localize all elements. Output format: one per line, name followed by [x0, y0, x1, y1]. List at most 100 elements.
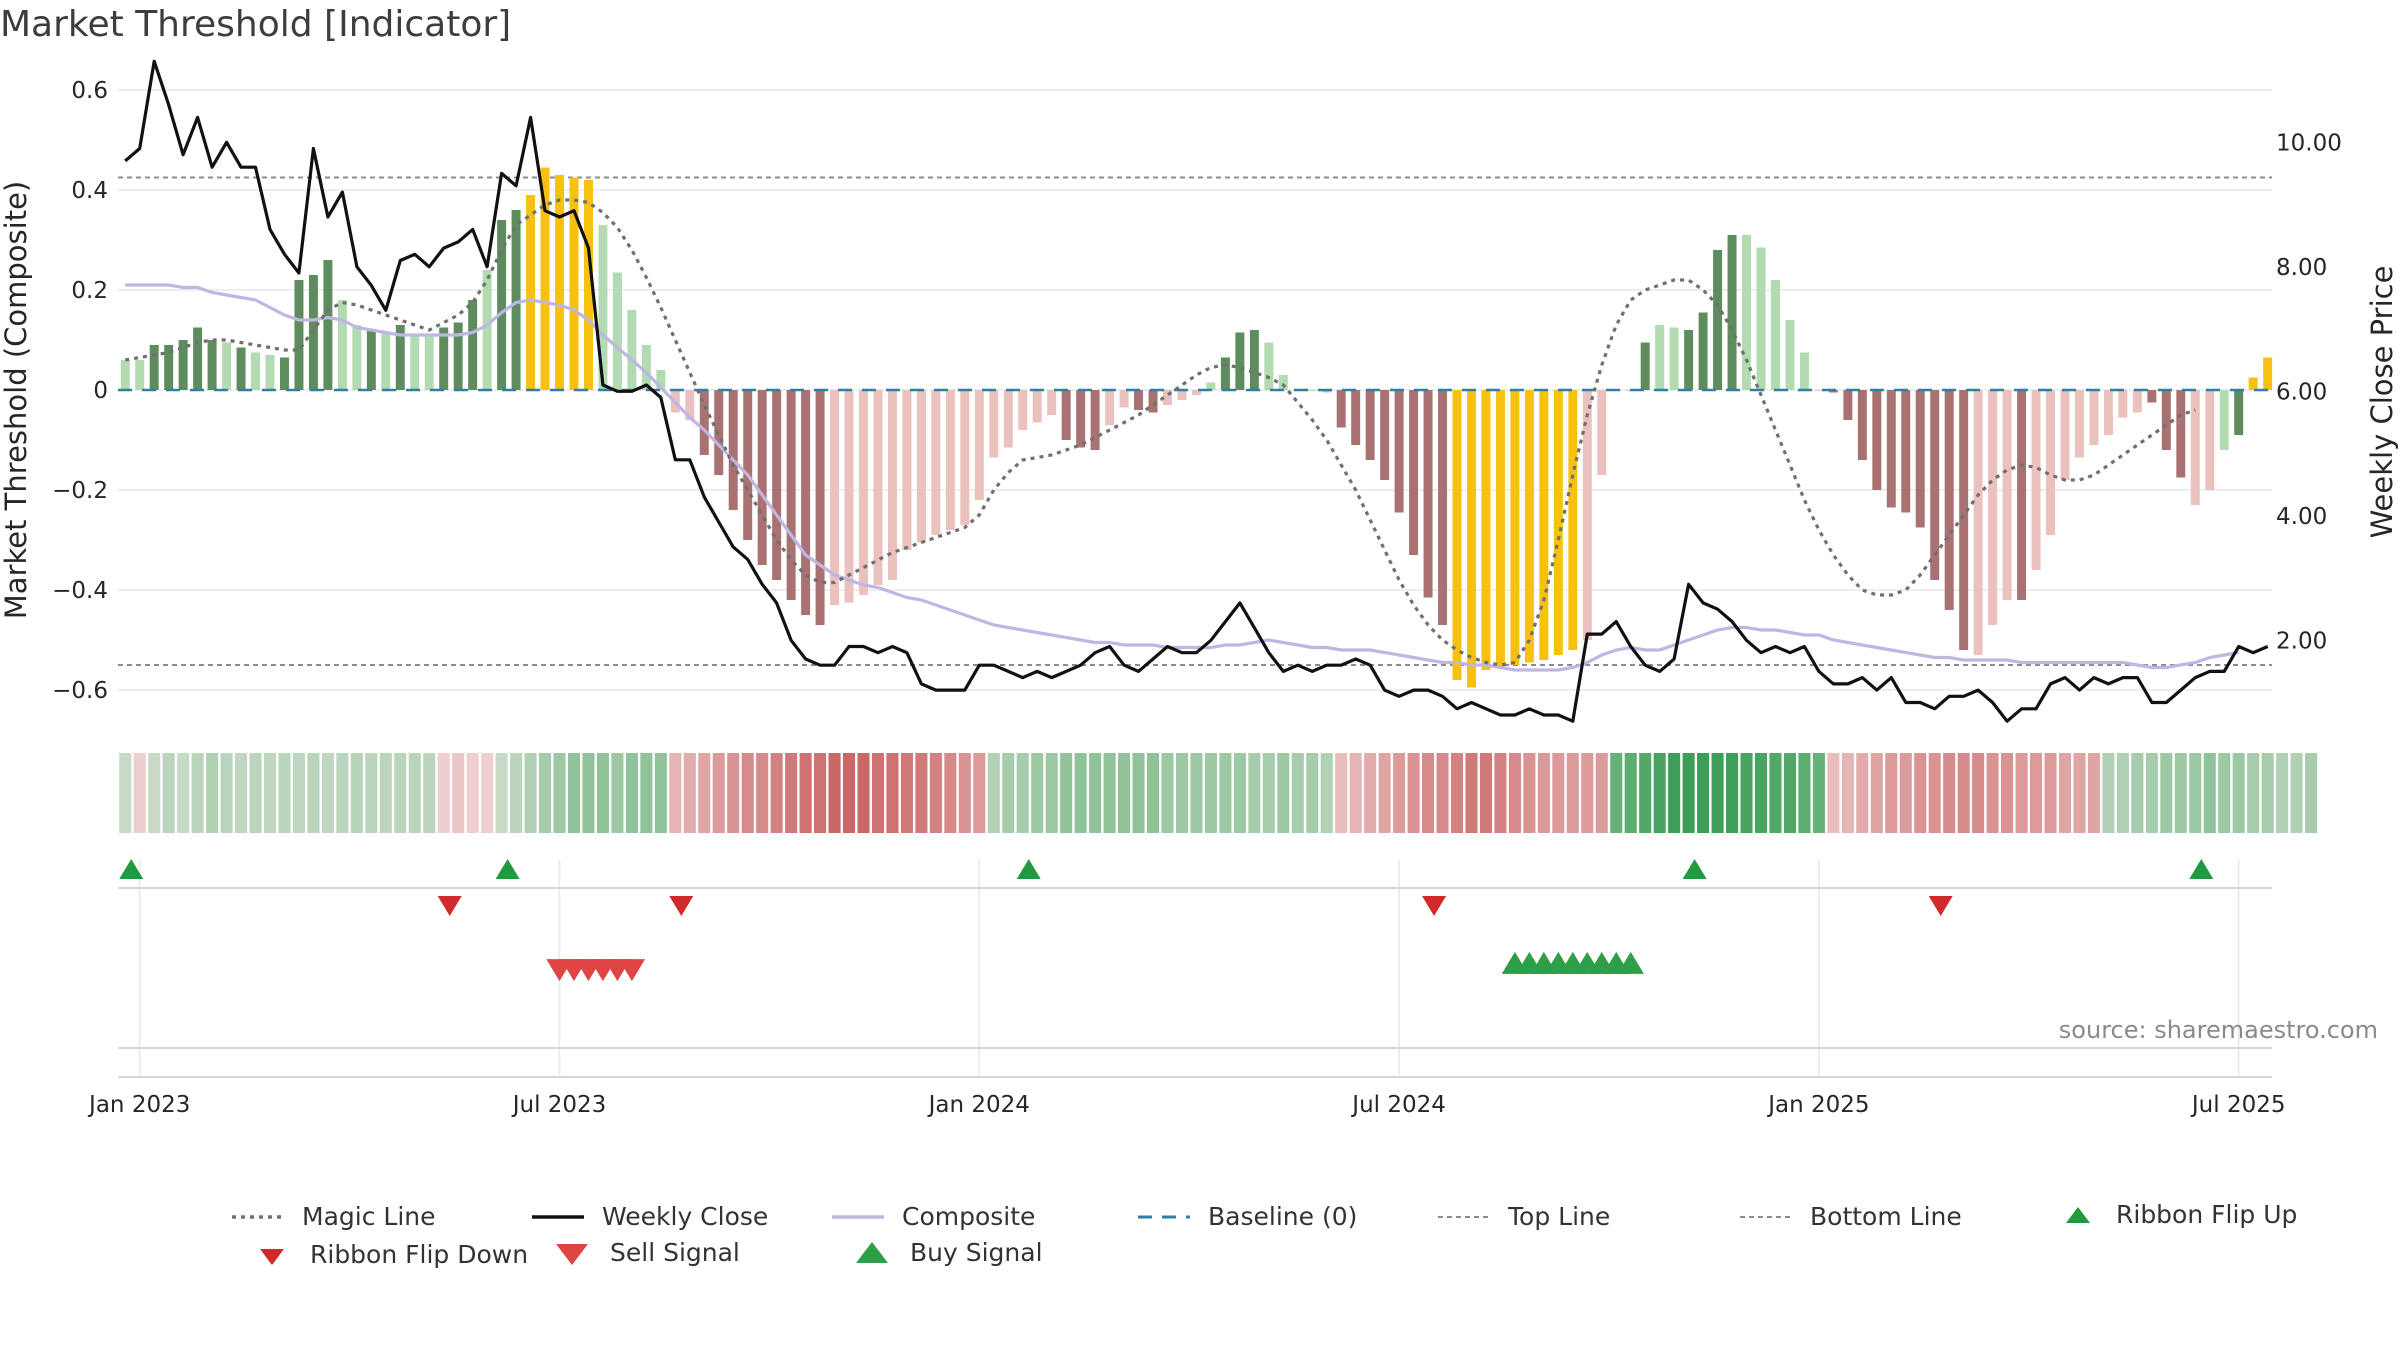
- histogram-bar: [2190, 390, 2200, 505]
- ribbon-cell: [785, 753, 798, 833]
- legend-label: Top Line: [1508, 1202, 1611, 1231]
- x-tick-label: Jul 2023: [511, 1092, 607, 1118]
- histogram-bar: [294, 280, 304, 390]
- histogram-bar: [1799, 352, 1809, 390]
- ribbon-flip-down-marker: [1422, 896, 1447, 916]
- ribbon-cell: [625, 753, 638, 833]
- histogram-bar: [395, 325, 405, 390]
- ribbon-cell: [698, 753, 711, 833]
- histogram-bar: [2248, 377, 2258, 390]
- ribbon-cell: [408, 753, 421, 833]
- weekly-close-line: [124, 59, 2269, 723]
- histogram-bar: [1727, 235, 1737, 390]
- histogram-bar: [1843, 390, 1853, 420]
- ribbon-cell: [2276, 753, 2289, 833]
- ribbon-cell: [1639, 753, 1652, 833]
- histogram-bar: [1249, 330, 1259, 390]
- ribbon-cell: [1624, 753, 1637, 833]
- ribbon-cell: [1422, 753, 1435, 833]
- histogram-bar: [424, 335, 434, 390]
- chart-title: Market Threshold [Indicator]: [0, 4, 512, 45]
- histogram-bar: [1351, 390, 1361, 445]
- ribbon-cell: [814, 753, 827, 833]
- ribbon-cell: [1943, 753, 1956, 833]
- ribbon-cell: [1653, 753, 1666, 833]
- ribbon-cell: [2203, 753, 2216, 833]
- histogram-bar: [743, 390, 753, 540]
- ribbon-flip-down-marker: [437, 896, 462, 916]
- ribbon-cell: [1595, 753, 1608, 833]
- histogram-bar: [1655, 325, 1665, 390]
- ribbon-cell: [379, 753, 392, 833]
- legend-label: Baseline (0): [1208, 1202, 1358, 1231]
- ribbon-cell: [133, 753, 146, 833]
- ribbon-cell: [1957, 753, 1970, 833]
- histogram-bar: [2046, 390, 2056, 535]
- histogram-bar: [801, 390, 811, 615]
- ribbon-cell: [1002, 753, 1015, 833]
- ribbon-cell: [871, 753, 885, 833]
- x-tick-label: Jul 2024: [1350, 1092, 1446, 1118]
- histogram-bar: [873, 390, 883, 585]
- histogram-bar: [2263, 357, 2273, 390]
- histogram-bar: [497, 220, 507, 390]
- histogram-bar: [598, 225, 608, 390]
- histogram-bar: [859, 390, 868, 595]
- ribbon-cell: [307, 753, 320, 833]
- legend-ribbon-flip-down: Ribbon Flip Down: [250, 1240, 528, 1269]
- histogram-bar: [1438, 390, 1448, 625]
- y2-tick-label: 2.00: [2276, 628, 2327, 654]
- histogram-bar: [1988, 390, 1998, 625]
- ribbon-cell: [1219, 753, 1232, 833]
- ribbon-cell: [1885, 753, 1898, 833]
- histogram-bar: [887, 390, 897, 580]
- ribbon-cell: [1233, 753, 1246, 833]
- ribbon-cell: [423, 753, 436, 833]
- histogram-bar: [1973, 390, 1983, 655]
- ribbon-cell: [1754, 753, 1768, 833]
- histogram-bar: [164, 345, 174, 390]
- ribbon-cell: [1697, 753, 1710, 833]
- threshold-layer: [118, 176, 2272, 666]
- histogram-bar: [1901, 390, 1911, 513]
- ribbon-cell: [1769, 753, 1782, 833]
- ribbon-cell: [162, 753, 175, 833]
- ribbon-cell: [1146, 753, 1160, 833]
- ribbon-cell: [1740, 753, 1753, 833]
- histogram-bar: [1669, 327, 1679, 390]
- ribbon-cell: [1523, 753, 1536, 833]
- ribbon-cell: [1856, 753, 1869, 833]
- histogram-bar: [207, 340, 217, 390]
- histogram-bar: [2060, 390, 2070, 480]
- ribbon-cell: [1031, 753, 1044, 833]
- x-tick-label: Jul 2025: [2190, 1092, 2286, 1118]
- ribbon-cell: [1204, 753, 1217, 833]
- histogram-bar: [2017, 390, 2027, 600]
- ribbon-cell: [2058, 753, 2072, 833]
- ribbon-cell: [2073, 753, 2086, 833]
- ribbon-cell: [220, 753, 233, 833]
- line-series: [118, 59, 2272, 723]
- histogram-bar: [815, 390, 825, 625]
- histogram-bar: [1944, 390, 1954, 610]
- histogram-bar: [526, 195, 536, 390]
- ribbon-cell: [466, 753, 479, 833]
- histogram-bar: [612, 272, 622, 390]
- histogram-bar: [699, 390, 709, 455]
- ribbon-flip-down-marker: [1928, 896, 1953, 916]
- triangle-up-icon: [856, 1241, 888, 1263]
- histogram-bar: [1785, 320, 1795, 390]
- ribbon-cell: [119, 753, 132, 833]
- histogram-bar: [265, 355, 275, 390]
- legend-top-line: Top Line: [1436, 1202, 1610, 1231]
- ribbon-cell: [1494, 753, 1507, 833]
- magic-line: [124, 198, 2196, 667]
- ribbon-cell: [828, 753, 841, 833]
- ribbon-cell: [2247, 753, 2260, 833]
- ribbon-cell: [553, 753, 566, 833]
- ribbon-cell: [842, 753, 856, 833]
- histogram-bar: [1018, 390, 1028, 430]
- ribbon-cell: [2102, 753, 2115, 833]
- ribbon-cell: [1407, 753, 1420, 833]
